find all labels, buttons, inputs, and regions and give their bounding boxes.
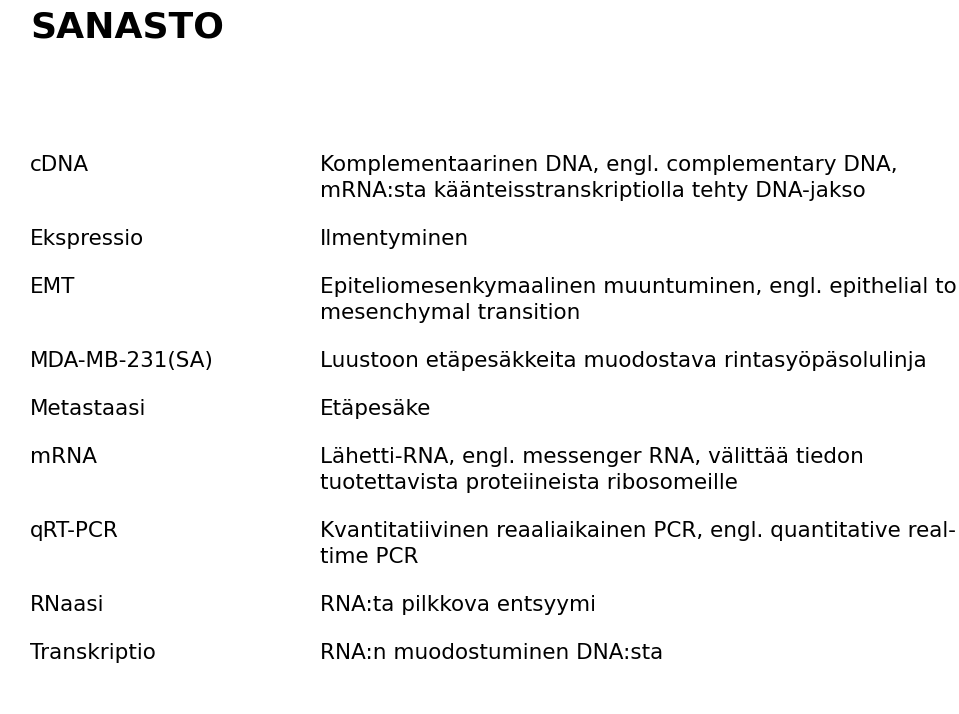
- Text: cDNA: cDNA: [30, 155, 89, 175]
- Text: Ekspressio: Ekspressio: [30, 229, 144, 249]
- Text: Epiteliomesenkymaalinen muuntuminen, engl. epithelial to: Epiteliomesenkymaalinen muuntuminen, eng…: [320, 277, 957, 297]
- Text: Transkriptio: Transkriptio: [30, 643, 156, 663]
- Text: SANASTO: SANASTO: [30, 10, 224, 44]
- Text: qRT-PCR: qRT-PCR: [30, 521, 119, 541]
- Text: RNA:n muodostuminen DNA:sta: RNA:n muodostuminen DNA:sta: [320, 643, 664, 663]
- Text: Etäpesäke: Etäpesäke: [320, 399, 432, 419]
- Text: mesenchymal transition: mesenchymal transition: [320, 303, 580, 323]
- Text: time PCR: time PCR: [320, 547, 418, 567]
- Text: Luustoon etäpesäkkeita muodostava rintasyöpäsolulinja: Luustoon etäpesäkkeita muodostava rintas…: [320, 351, 926, 371]
- Text: Metastaasi: Metastaasi: [30, 399, 147, 419]
- Text: mRNA: mRNA: [30, 447, 97, 467]
- Text: tuotettavista proteiineista ribosomeille: tuotettavista proteiineista ribosomeille: [320, 473, 737, 493]
- Text: Kvantitatiivinen reaaliaikainen PCR, engl. quantitative real-: Kvantitatiivinen reaaliaikainen PCR, eng…: [320, 521, 956, 541]
- Text: RNA:ta pilkkova entsyymi: RNA:ta pilkkova entsyymi: [320, 595, 596, 615]
- Text: EMT: EMT: [30, 277, 76, 297]
- Text: mRNA:sta käänteisstranskriptiolla tehty DNA-jakso: mRNA:sta käänteisstranskriptiolla tehty …: [320, 181, 866, 201]
- Text: RNaasi: RNaasi: [30, 595, 105, 615]
- Text: MDA-MB-231(SA): MDA-MB-231(SA): [30, 351, 214, 371]
- Text: Lähetti-RNA, engl. messenger RNA, välittää tiedon: Lähetti-RNA, engl. messenger RNA, välitt…: [320, 447, 864, 467]
- Text: Ilmentyminen: Ilmentyminen: [320, 229, 469, 249]
- Text: Komplementaarinen DNA, engl. complementary DNA,: Komplementaarinen DNA, engl. complementa…: [320, 155, 898, 175]
